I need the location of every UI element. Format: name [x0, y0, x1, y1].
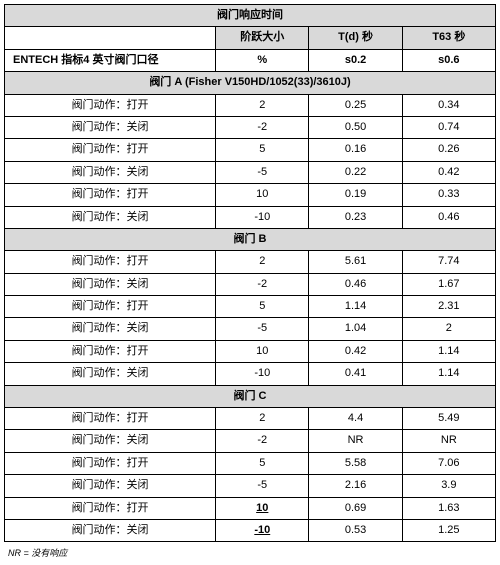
valve-action-label: 阀门动作：打开 — [5, 296, 216, 318]
td-value: 0.41 — [309, 363, 402, 385]
td-value: 0.22 — [309, 161, 402, 183]
valve-action-label: 阀门动作：打开 — [5, 340, 216, 362]
valve-action-label: 阀门动作：关闭 — [5, 363, 216, 385]
baseline-t63: s0.6 — [402, 49, 495, 71]
t63-value: NR — [402, 430, 495, 452]
t63-value: 0.33 — [402, 184, 495, 206]
t63-value: 0.46 — [402, 206, 495, 228]
step-value: 2 — [216, 251, 309, 273]
step-value: -5 — [216, 161, 309, 183]
col-step-size: 阶跃大小 — [216, 27, 309, 49]
valve-action-label: 阀门动作：打开 — [5, 184, 216, 206]
col-t63-seconds: T63 秒 — [402, 27, 495, 49]
valve-action-label: 阀门动作：打开 — [5, 94, 216, 116]
valve-action-label: 阀门动作：打开 — [5, 497, 216, 519]
col-blank — [5, 27, 216, 49]
t63-value: 1.14 — [402, 363, 495, 385]
step-value: 10 — [216, 497, 309, 519]
t63-value: 5.49 — [402, 408, 495, 430]
td-value: 0.42 — [309, 340, 402, 362]
step-value: 5 — [216, 452, 309, 474]
table-title: 阀门响应时间 — [5, 5, 496, 27]
td-value: NR — [309, 430, 402, 452]
step-value: 10 — [216, 340, 309, 362]
valve-action-label: 阀门动作：关闭 — [5, 318, 216, 340]
step-value: -10 — [216, 363, 309, 385]
t63-value: 1.14 — [402, 340, 495, 362]
section-heading: 阀门 A (Fisher V150HD/1052(33)/3610J) — [5, 72, 496, 94]
step-value: 5 — [216, 296, 309, 318]
valve-action-label: 阀门动作：关闭 — [5, 475, 216, 497]
baseline-td: s0.2 — [309, 49, 402, 71]
t63-value: 0.26 — [402, 139, 495, 161]
step-value: 2 — [216, 408, 309, 430]
td-value: 4.4 — [309, 408, 402, 430]
valve-action-label: 阀门动作：关闭 — [5, 519, 216, 541]
valve-action-label: 阀门动作：关闭 — [5, 116, 216, 138]
td-value: 0.25 — [309, 94, 402, 116]
response-time-table: 阀门响应时间阶跃大小T(d) 秒T63 秒ENTECH 指标4 英寸阀门口径%s… — [4, 4, 496, 542]
t63-value: 1.67 — [402, 273, 495, 295]
valve-action-label: 阀门动作：关闭 — [5, 161, 216, 183]
section-heading: 阀门 B — [5, 228, 496, 250]
td-value: 0.16 — [309, 139, 402, 161]
t63-value: 2.31 — [402, 296, 495, 318]
step-value: -2 — [216, 116, 309, 138]
step-value: -2 — [216, 273, 309, 295]
td-value: 5.61 — [309, 251, 402, 273]
t63-value: 0.74 — [402, 116, 495, 138]
t63-value: 7.06 — [402, 452, 495, 474]
step-value: -10 — [216, 519, 309, 541]
step-value: -5 — [216, 318, 309, 340]
td-value: 0.69 — [309, 497, 402, 519]
td-value: 0.23 — [309, 206, 402, 228]
t63-value: 1.25 — [402, 519, 495, 541]
baseline-step: % — [216, 49, 309, 71]
t63-value: 2 — [402, 318, 495, 340]
t63-value: 0.42 — [402, 161, 495, 183]
col-td-seconds: T(d) 秒 — [309, 27, 402, 49]
step-value: -5 — [216, 475, 309, 497]
valve-action-label: 阀门动作：关闭 — [5, 273, 216, 295]
section-heading: 阀门 C — [5, 385, 496, 407]
valve-action-label: 阀门动作：打开 — [5, 251, 216, 273]
step-value: -2 — [216, 430, 309, 452]
footnote: NR = 没有响应 — [4, 542, 496, 561]
valve-action-label: 阀门动作：关闭 — [5, 206, 216, 228]
t63-value: 3.9 — [402, 475, 495, 497]
td-value: 0.53 — [309, 519, 402, 541]
step-value: 5 — [216, 139, 309, 161]
td-value: 1.14 — [309, 296, 402, 318]
td-value: 0.46 — [309, 273, 402, 295]
baseline-label: ENTECH 指标4 英寸阀门口径 — [5, 49, 216, 71]
valve-action-label: 阀门动作：打开 — [5, 408, 216, 430]
t63-value: 0.34 — [402, 94, 495, 116]
valve-action-label: 阀门动作：打开 — [5, 452, 216, 474]
step-value: -10 — [216, 206, 309, 228]
td-value: 2.16 — [309, 475, 402, 497]
t63-value: 1.63 — [402, 497, 495, 519]
valve-action-label: 阀门动作：打开 — [5, 139, 216, 161]
td-value: 5.58 — [309, 452, 402, 474]
valve-action-label: 阀门动作：关闭 — [5, 430, 216, 452]
td-value: 0.19 — [309, 184, 402, 206]
td-value: 1.04 — [309, 318, 402, 340]
step-value: 10 — [216, 184, 309, 206]
step-value: 2 — [216, 94, 309, 116]
td-value: 0.50 — [309, 116, 402, 138]
t63-value: 7.74 — [402, 251, 495, 273]
